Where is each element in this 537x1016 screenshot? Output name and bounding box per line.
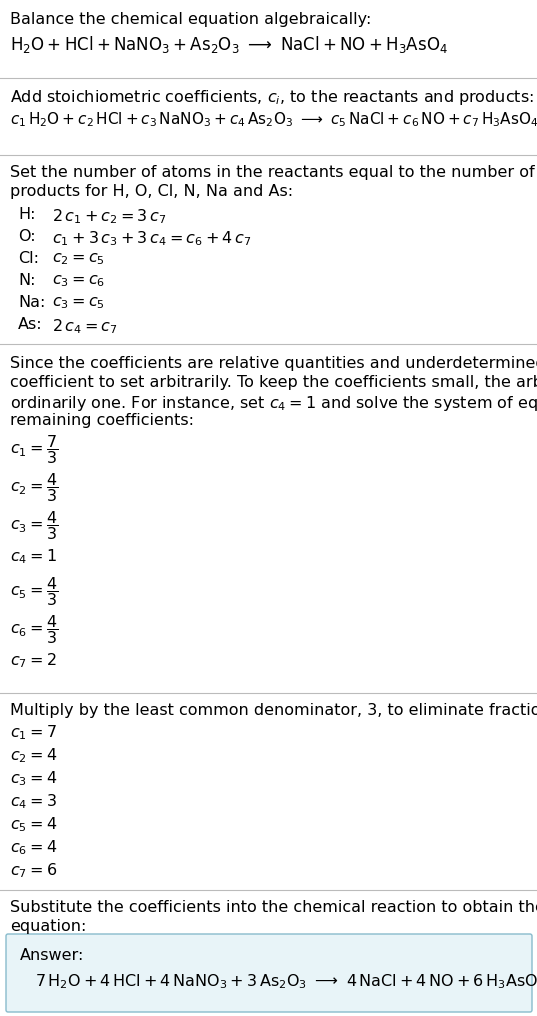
- Text: $c_4 = 1$: $c_4 = 1$: [10, 547, 57, 566]
- Text: Add stoichiometric coefficients, $c_i$, to the reactants and products:: Add stoichiometric coefficients, $c_i$, …: [10, 88, 534, 107]
- Text: $c_7 = 2$: $c_7 = 2$: [10, 651, 56, 670]
- Text: $c_1 + 3\,c_3 + 3\,c_4 = c_6 + 4\,c_7$: $c_1 + 3\,c_3 + 3\,c_4 = c_6 + 4\,c_7$: [52, 229, 251, 248]
- Text: Answer:: Answer:: [20, 948, 84, 963]
- Text: equation:: equation:: [10, 919, 86, 934]
- Text: $c_6 = 4$: $c_6 = 4$: [10, 838, 57, 856]
- Text: $c_3 = \dfrac{4}{3}$: $c_3 = \dfrac{4}{3}$: [10, 509, 58, 542]
- Text: coefficient to set arbitrarily. To keep the coefficients small, the arbitrary va: coefficient to set arbitrarily. To keep …: [10, 375, 537, 390]
- Text: $c_7 = 6$: $c_7 = 6$: [10, 861, 57, 880]
- Text: $c_5 = 4$: $c_5 = 4$: [10, 815, 57, 834]
- Text: Since the coefficients are relative quantities and underdetermined, choose a: Since the coefficients are relative quan…: [10, 356, 537, 371]
- Text: O:: O:: [18, 229, 35, 244]
- Text: $7\,\mathrm{H_2O} + 4\,\mathrm{HCl} + 4\,\mathrm{NaNO_3} + 3\,\mathrm{As_2O_3} \: $7\,\mathrm{H_2O} + 4\,\mathrm{HCl} + 4\…: [35, 972, 537, 991]
- Text: As:: As:: [18, 317, 42, 332]
- Text: $c_6 = \dfrac{4}{3}$: $c_6 = \dfrac{4}{3}$: [10, 613, 58, 646]
- Text: $c_2 = c_5$: $c_2 = c_5$: [52, 251, 105, 267]
- Text: $c_1\,\mathrm{H_2O} + c_2\,\mathrm{HCl} + c_3\,\mathrm{NaNO_3} + c_4\,\mathrm{As: $c_1\,\mathrm{H_2O} + c_2\,\mathrm{HCl} …: [10, 110, 537, 129]
- Text: $c_1 = \dfrac{7}{3}$: $c_1 = \dfrac{7}{3}$: [10, 433, 58, 466]
- FancyBboxPatch shape: [6, 934, 532, 1012]
- Text: $c_5 = \dfrac{4}{3}$: $c_5 = \dfrac{4}{3}$: [10, 575, 58, 608]
- Text: $c_2 = \dfrac{4}{3}$: $c_2 = \dfrac{4}{3}$: [10, 471, 58, 504]
- Text: Multiply by the least common denominator, 3, to eliminate fractional coefficient: Multiply by the least common denominator…: [10, 703, 537, 718]
- Text: products for H, O, Cl, N, Na and As:: products for H, O, Cl, N, Na and As:: [10, 184, 293, 199]
- Text: $c_1 = 7$: $c_1 = 7$: [10, 723, 57, 742]
- Text: Cl:: Cl:: [18, 251, 39, 266]
- Text: $2\,c_4 = c_7$: $2\,c_4 = c_7$: [52, 317, 118, 335]
- Text: $\mathrm{H_2O + HCl + NaNO_3 + As_2O_3 \ \longrightarrow \ NaCl + NO + H_3AsO_4}: $\mathrm{H_2O + HCl + NaNO_3 + As_2O_3 \…: [10, 34, 448, 55]
- Text: $c_3 = 4$: $c_3 = 4$: [10, 769, 57, 787]
- Text: remaining coefficients:: remaining coefficients:: [10, 412, 194, 428]
- Text: Set the number of atoms in the reactants equal to the number of atoms in the: Set the number of atoms in the reactants…: [10, 165, 537, 180]
- Text: $c_2 = 4$: $c_2 = 4$: [10, 746, 57, 765]
- Text: N:: N:: [18, 273, 35, 288]
- Text: Substitute the coefficients into the chemical reaction to obtain the balanced: Substitute the coefficients into the che…: [10, 900, 537, 915]
- Text: ordinarily one. For instance, set $c_4 = 1$ and solve the system of equations fo: ordinarily one. For instance, set $c_4 =…: [10, 394, 537, 412]
- Text: $c_3 = c_5$: $c_3 = c_5$: [52, 295, 105, 311]
- Text: $c_4 = 3$: $c_4 = 3$: [10, 792, 57, 811]
- Text: Balance the chemical equation algebraically:: Balance the chemical equation algebraica…: [10, 12, 372, 27]
- Text: $2\,c_1 + c_2 = 3\,c_7$: $2\,c_1 + c_2 = 3\,c_7$: [52, 207, 166, 226]
- Text: Na:: Na:: [18, 295, 45, 310]
- Text: H:: H:: [18, 207, 35, 223]
- Text: $c_3 = c_6$: $c_3 = c_6$: [52, 273, 105, 289]
